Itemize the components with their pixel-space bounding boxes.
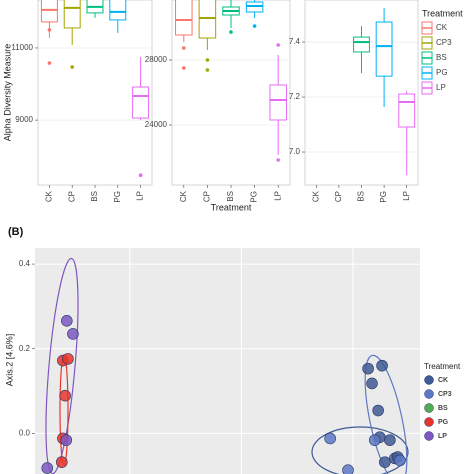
outlier (182, 66, 186, 70)
box (198, 0, 217, 39)
legend-title: Treatment (422, 8, 463, 18)
x-tick-label: BS (357, 191, 366, 202)
x-tick-label: CP (67, 191, 76, 202)
point (362, 362, 374, 375)
x-tick-label: CK (179, 190, 188, 202)
legend-label: BS (436, 53, 447, 62)
outlier (276, 43, 281, 47)
legend-label: PG (436, 68, 448, 77)
outlier (138, 173, 143, 177)
point (376, 359, 388, 372)
box (175, 0, 193, 36)
y-axis-title: Axis.2 [4.6%] (4, 334, 14, 387)
point (59, 389, 71, 402)
box (132, 86, 150, 119)
legend-label: CP3 (436, 38, 452, 47)
outlier (252, 24, 257, 28)
legend-key (424, 375, 434, 385)
boxes (40, 0, 150, 177)
point (41, 462, 54, 474)
x-tick-label: CK (45, 190, 54, 202)
x-tick-label: PG (379, 191, 388, 203)
x-tick-label: BS (90, 191, 99, 202)
point (369, 434, 381, 446)
x-tick-label: CP (334, 191, 343, 202)
x-tick-label: LP (273, 191, 282, 201)
y-tick-label: 7.0 (289, 147, 301, 156)
point (394, 454, 406, 467)
y-tick-label: 11000 (11, 43, 33, 52)
legend-key (424, 431, 434, 441)
legend-label: PG (438, 419, 449, 426)
point (67, 328, 79, 340)
legend-label: CK (438, 377, 448, 384)
point (384, 434, 396, 446)
point (372, 404, 384, 417)
outlier (276, 158, 281, 162)
legend-key (424, 417, 434, 427)
y-tick-label: 0.0 (19, 428, 31, 437)
x-tick-label: BS (226, 191, 235, 202)
y-axis-title: Alpha Diversity Measure (2, 44, 12, 142)
legend-label: BS (438, 405, 448, 412)
legend-label: CK (436, 23, 448, 32)
y-tick-label: 9000 (15, 115, 33, 124)
legend-key (424, 403, 434, 413)
x-tick-label: LP (136, 191, 145, 201)
box (109, 0, 127, 21)
y-tick-label: 0.2 (19, 344, 31, 353)
point (62, 353, 74, 365)
point (379, 456, 391, 468)
outlier (229, 30, 233, 34)
point (55, 456, 68, 468)
x-tick-label: PG (250, 191, 259, 203)
legend-label: CP3 (438, 391, 452, 398)
ck-ellipse (311, 426, 409, 474)
x-axis-title: Treatment (211, 202, 252, 212)
boxes (353, 7, 416, 176)
box (353, 36, 370, 53)
x-tick-label: CP (203, 191, 212, 202)
box (398, 93, 416, 128)
outlier (70, 65, 74, 69)
legend-label: LP (436, 83, 446, 92)
legend-label: LP (438, 433, 447, 440)
points (41, 314, 406, 474)
boxes (175, 0, 287, 162)
legend-title: Treatment (424, 362, 461, 371)
y-tick-label: 28000 (145, 55, 168, 64)
box (375, 21, 393, 77)
y-tick-label: 24000 (145, 120, 168, 129)
plot-background (35, 248, 420, 474)
y-tick-label: 7.2 (289, 92, 301, 101)
point (60, 434, 73, 446)
x-tick-label: CK (311, 190, 320, 202)
box (40, 0, 58, 23)
cp3-ellipse (364, 354, 408, 474)
x-tick-label: PG (113, 191, 122, 203)
point (324, 432, 336, 445)
y-tick-label: 7.4 (289, 37, 301, 46)
point (342, 464, 354, 474)
point (61, 314, 73, 327)
box (269, 84, 287, 121)
y-tick-label: 0.4 (19, 259, 31, 268)
outlier (47, 28, 52, 32)
box (63, 0, 81, 29)
point (366, 377, 378, 390)
outlier (205, 58, 210, 62)
outlier (47, 61, 52, 65)
outlier (205, 68, 210, 72)
legend-key (424, 389, 434, 399)
panel-label: (B) (8, 226, 24, 238)
outlier (182, 46, 186, 50)
x-tick-label: LP (402, 191, 411, 201)
